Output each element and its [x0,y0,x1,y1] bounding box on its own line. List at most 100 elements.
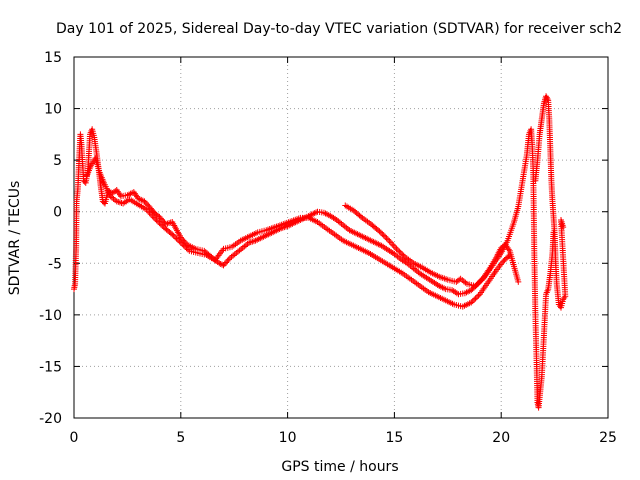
data-point [471,296,478,303]
data-point [377,229,384,236]
data-point [311,210,318,217]
data-point [216,260,223,267]
data-point [382,233,389,240]
data-point [478,277,485,284]
data-point [153,217,160,224]
data-point [179,241,186,248]
data-point [219,261,226,268]
data-point [183,245,190,252]
y-axis-label: SDTVAR / TECUs [7,181,23,296]
data-point [390,242,397,249]
data-point [221,260,228,267]
data-point [393,245,400,252]
data-point [472,295,479,302]
x-tick-label: 15 [385,430,403,446]
x-tick-label: 20 [492,430,510,446]
y-tick-label: 0 [53,205,62,221]
data-point [544,95,551,102]
data-point [475,292,482,299]
y-tick-label: 15 [44,50,62,66]
data-point [167,230,174,237]
data-point [392,244,399,251]
x-tick-label: 5 [176,430,185,446]
data-point [141,198,148,205]
data-point [397,249,404,256]
data-point [224,258,231,265]
data-point [182,243,189,250]
y-tick-label: -20 [39,411,62,427]
data-point [184,246,191,253]
data-point [155,218,162,225]
data-point [225,256,232,263]
data-point [310,210,317,217]
data-point [142,199,149,206]
grid-lines [74,57,608,418]
data-point [479,276,486,283]
data-point [543,94,550,101]
data-point [170,232,177,239]
data-point [468,299,475,306]
data-point [473,293,480,300]
data-point [506,252,513,259]
data-point [394,247,401,254]
series-track-c [342,126,557,411]
x-tick-label: 0 [70,430,79,446]
data-point [145,202,152,209]
data-point [173,235,180,242]
data-point [472,282,479,289]
data-point [380,232,387,239]
data-point [156,220,163,227]
data-point [386,238,393,245]
data-point [176,238,183,245]
data-point [543,93,550,100]
data-point [560,224,567,231]
data-point [220,262,227,269]
data-point [505,253,512,260]
data-point [389,241,396,248]
y-tick-label: -5 [48,256,62,272]
y-tick-label: 5 [53,153,62,169]
data-point [157,215,164,222]
data-point [157,221,164,228]
data-point [383,235,390,242]
data-point [475,280,482,287]
x-axis-label: GPS time / hours [281,459,398,475]
data-point [473,281,480,288]
data-point [375,227,382,234]
data-point [379,231,386,238]
data-point [396,248,403,255]
data-point [223,259,230,266]
data-point [177,239,184,246]
series-track-a [71,126,522,298]
data-point [376,228,383,235]
data-point [144,201,151,208]
axis-ticks: 0 5 10 15 20 25 -20 -15 -10 -5 0 5 10 15 [39,50,617,446]
data-point [180,242,187,249]
data-point [387,239,394,246]
y-tick-label: 10 [44,102,62,118]
data-point [152,215,159,222]
x-tick-label: 25 [599,430,617,446]
data-point [469,298,476,305]
data-point [515,278,522,285]
data-point [399,251,406,258]
data-point [172,234,179,241]
data-point [156,213,163,220]
chart-title: Day 101 of 2025, Sidereal Day-to-day VTE… [56,21,622,37]
data-point [384,236,391,243]
data-point [159,216,166,223]
series-track-b [83,155,513,310]
data-point [174,236,181,243]
x-tick-label: 10 [279,430,297,446]
data-points [71,93,569,411]
data-point [169,231,176,238]
data-point [476,278,483,285]
y-tick-label: -10 [39,308,62,324]
data-point [400,252,407,259]
data-point [159,222,166,229]
series-track-d [532,93,569,311]
data-point [160,218,167,225]
data-point [81,178,88,185]
data-point [357,213,364,220]
